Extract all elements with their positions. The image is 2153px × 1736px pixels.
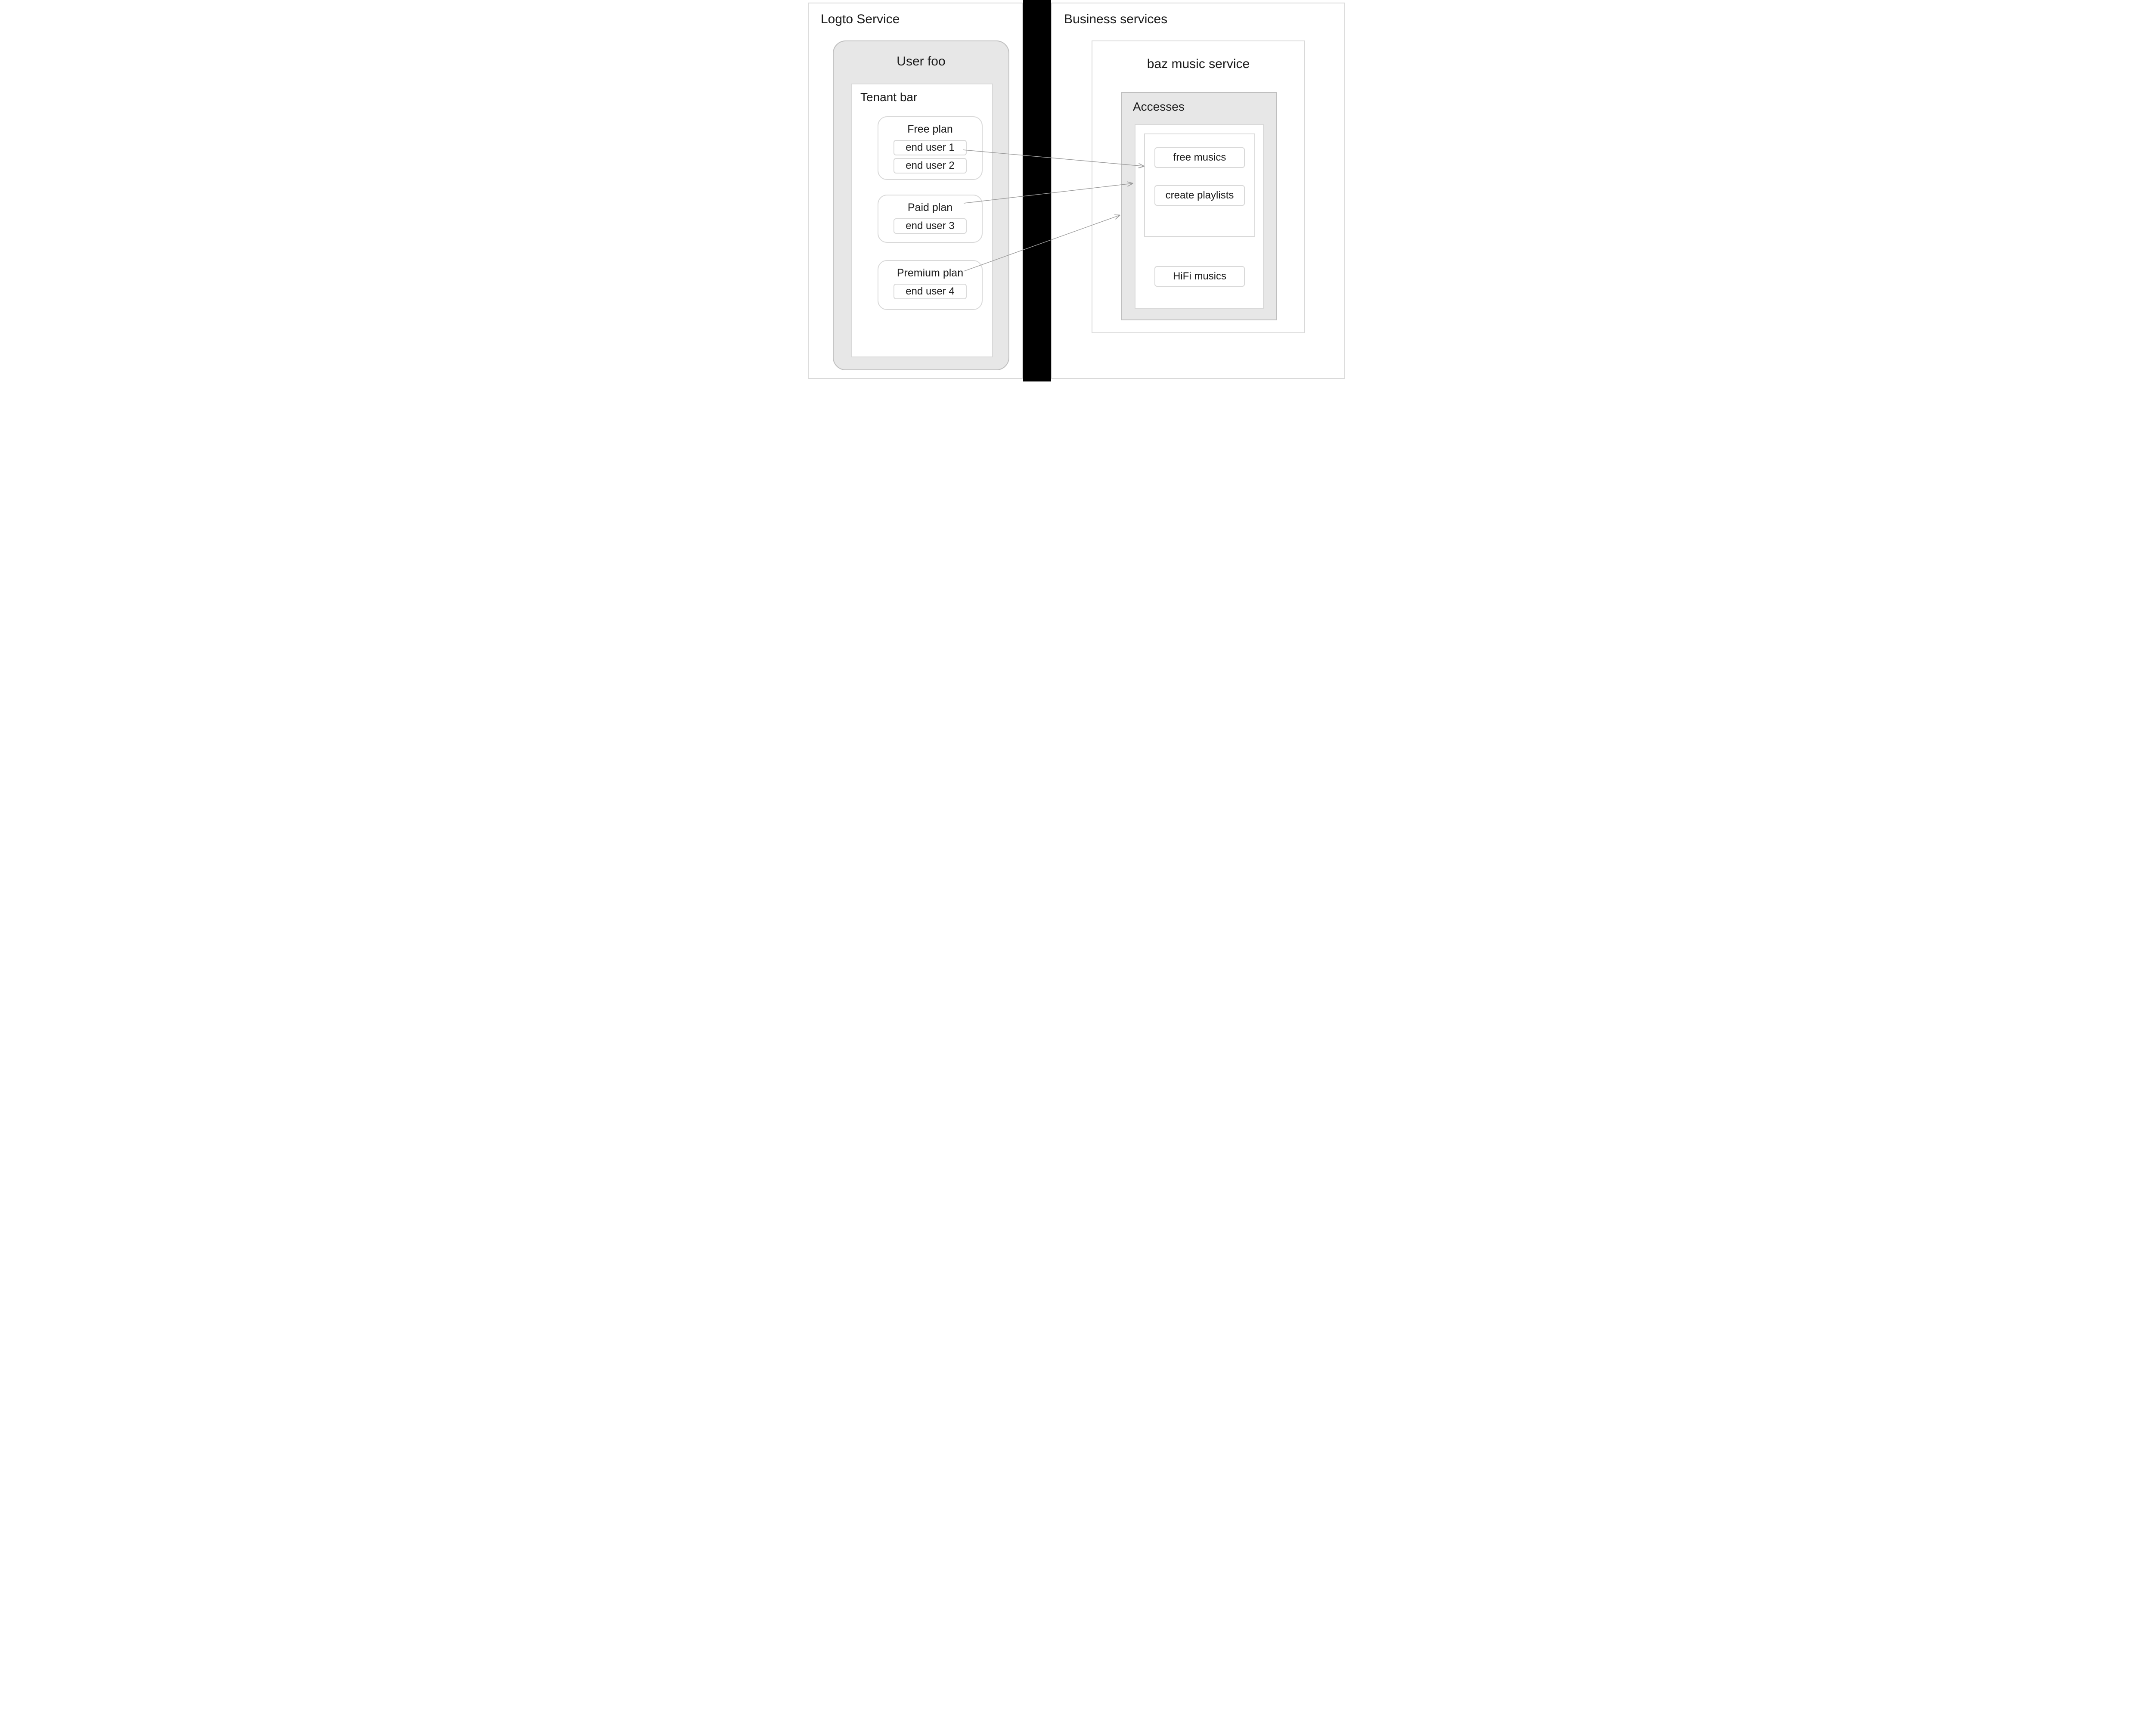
paid-plan-box: Paid plan end user 3	[878, 195, 983, 243]
end-user-3: end user 3	[893, 218, 967, 234]
premium-plan-title: Premium plan	[878, 267, 982, 279]
free-plan-box: Free plan end user 1 end user 2	[878, 116, 983, 180]
user-foo-title: User foo	[834, 54, 1008, 69]
access-free-musics: free musics	[1154, 147, 1245, 168]
end-user-2: end user 2	[893, 158, 967, 174]
baz-music-service-box: baz music service Accesses free musics c…	[1092, 40, 1305, 333]
user-foo-box: User foo Tenant bar Free plan end user 1…	[833, 40, 1009, 370]
tenant-bar-title: Tenant bar	[860, 90, 917, 104]
tenant-bar-box: Tenant bar Free plan end user 1 end user…	[851, 84, 993, 357]
logto-service-title: Logto Service	[821, 12, 900, 27]
end-user-1: end user 1	[893, 140, 967, 155]
diagram-canvas: Logto Service User foo Tenant bar Free p…	[805, 0, 1348, 381]
logto-service-panel: Logto Service User foo Tenant bar Free p…	[808, 3, 1023, 379]
vertical-divider	[1023, 0, 1051, 381]
baz-music-service-title: baz music service	[1092, 57, 1304, 71]
business-services-panel: Business services baz music service Acce…	[1051, 3, 1345, 379]
end-user-4: end user 4	[893, 284, 967, 299]
accesses-title: Accesses	[1133, 100, 1185, 114]
free-plan-title: Free plan	[878, 123, 982, 136]
access-hifi-musics: HiFi musics	[1154, 266, 1245, 287]
business-services-title: Business services	[1064, 12, 1167, 27]
premium-plan-box: Premium plan end user 4	[878, 260, 983, 310]
access-create-playlists: create playlists	[1154, 185, 1245, 206]
paid-plan-title: Paid plan	[878, 202, 982, 214]
accesses-box: Accesses free musics create playlists Hi…	[1121, 92, 1277, 320]
accesses-outer-group: free musics create playlists HiFi musics	[1135, 124, 1264, 309]
accesses-inner-group: free musics create playlists	[1144, 133, 1255, 237]
